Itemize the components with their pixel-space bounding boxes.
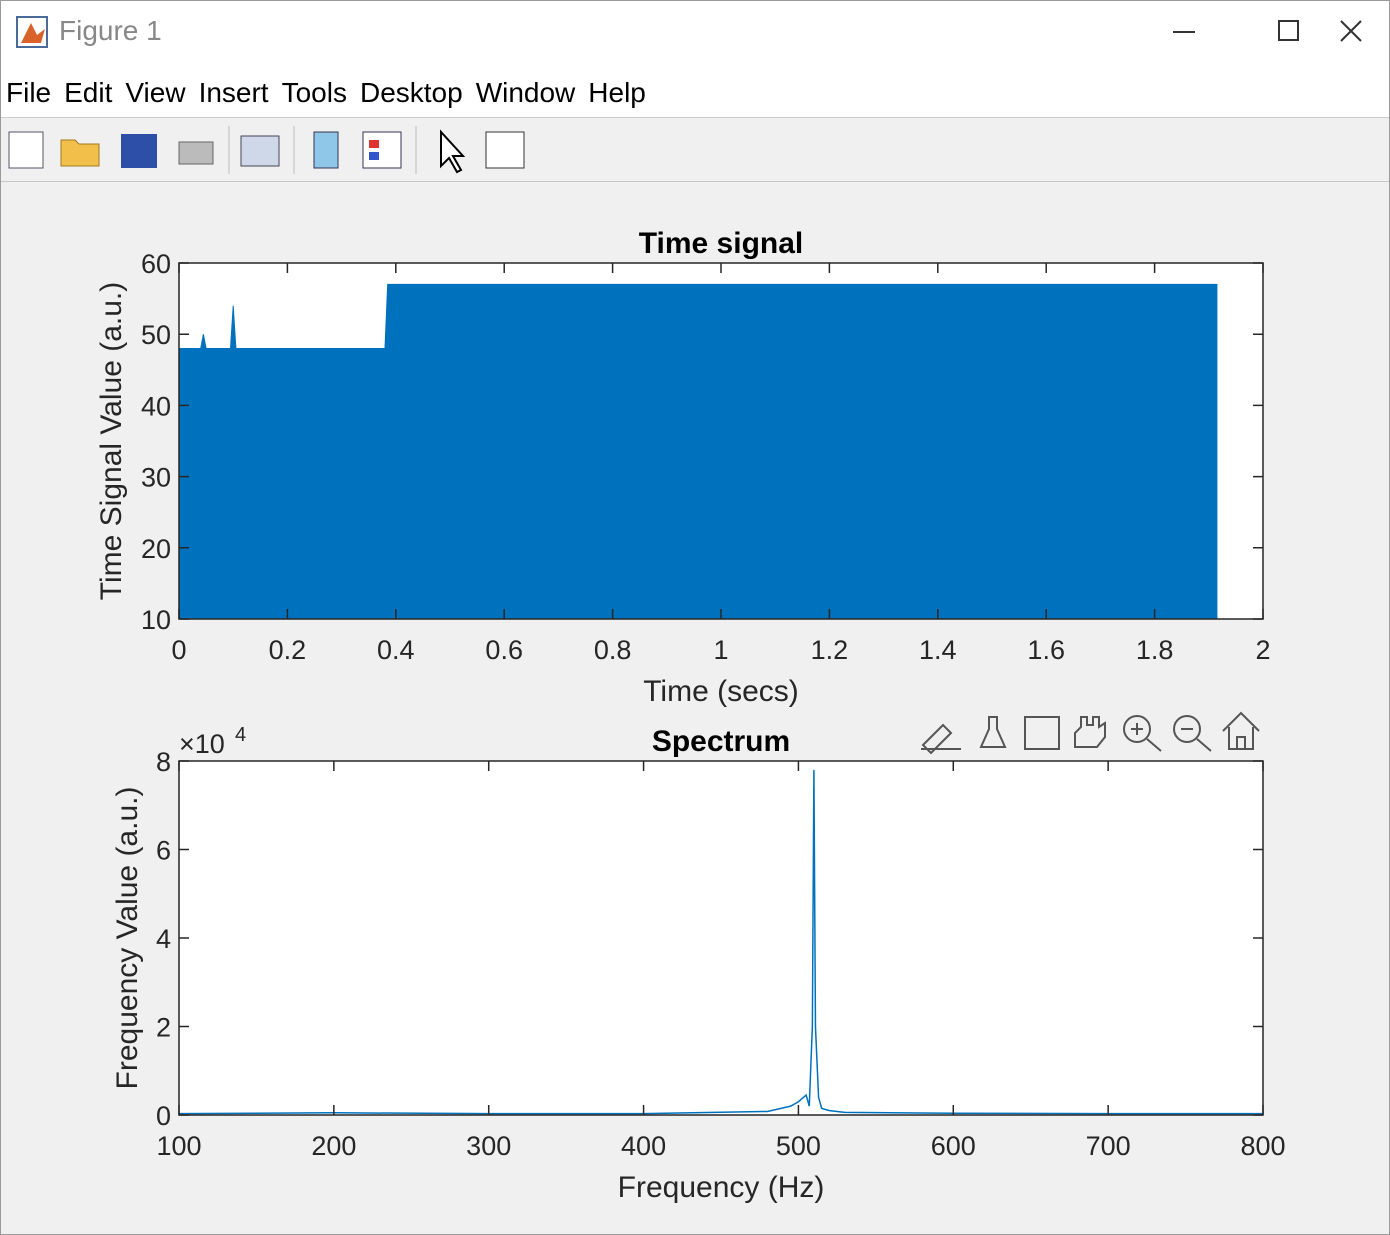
colorbar-button[interactable] — [313, 131, 339, 169]
zoom-out-button[interactable] — [1173, 715, 1201, 743]
x-axis-label: Time (secs) — [643, 675, 799, 708]
toolbar — [1, 118, 1389, 182]
title-bar: Figure 1 — [1, 1, 1389, 63]
y-tick-label: 50 — [141, 320, 171, 350]
pan-button[interactable] — [1074, 716, 1106, 748]
x-tick-label: 0.2 — [269, 635, 307, 665]
x-tick-label: 0 — [171, 635, 186, 665]
y-tick-label: 6 — [156, 836, 171, 866]
x-tick-label: 100 — [156, 1131, 201, 1161]
window-title: Figure 1 — [59, 15, 162, 46]
legend-button[interactable] — [362, 131, 402, 169]
menu-item[interactable]: View — [125, 77, 186, 108]
menu-bar: File Edit View Insert Tools Desktop Window Help — [1, 63, 1389, 118]
x-tick-label: 600 — [931, 1131, 976, 1161]
property-editor-button[interactable] — [485, 131, 525, 169]
x-tick-label: 0.8 — [594, 635, 632, 665]
y-tick-label: 2 — [156, 1013, 171, 1043]
x-tick-label: 1.6 — [1027, 635, 1065, 665]
axes-title: Time signal — [639, 227, 804, 260]
x-tick-label: 1.2 — [811, 635, 849, 665]
plot-area — [179, 761, 1263, 1115]
menu-item[interactable]: Help — [588, 77, 646, 108]
x-tick-label: 500 — [776, 1131, 821, 1161]
menu-item[interactable]: Window — [475, 77, 576, 108]
edit-plot-button[interactable] — [440, 129, 466, 174]
x-tick-label: 1.8 — [1136, 635, 1174, 665]
datatip-button[interactable] — [1024, 716, 1060, 750]
x-tick-label: 2 — [1255, 635, 1270, 665]
zoom-in-button[interactable] — [1123, 715, 1151, 743]
export-button[interactable] — [921, 723, 961, 755]
menu-item[interactable]: Tools — [281, 77, 347, 108]
y-tick-label: 20 — [141, 534, 171, 564]
y-tick-label: 40 — [141, 391, 171, 421]
x-tick-label: 0.6 — [485, 635, 523, 665]
x-tick-label: 700 — [1086, 1131, 1131, 1161]
maximize[interactable] — [1278, 20, 1299, 41]
new-button[interactable] — [8, 131, 44, 169]
y-exponent-power: 4 — [235, 724, 246, 746]
y-axis-label: Time Signal Value (a.u.) — [95, 282, 128, 600]
axes-title: Spectrum — [652, 725, 790, 758]
menu-item[interactable]: Insert — [198, 77, 269, 108]
y-tick-label: 60 — [141, 249, 171, 279]
menu-item[interactable]: File — [6, 77, 52, 108]
brush-button[interactable] — [979, 716, 1007, 748]
y-tick-label: 8 — [156, 747, 171, 777]
save-button[interactable] — [121, 134, 157, 168]
x-tick-label: 200 — [311, 1131, 356, 1161]
close[interactable] — [1340, 20, 1362, 42]
link-button[interactable] — [240, 135, 280, 167]
y-tick-label: 4 — [156, 924, 171, 954]
y-tick-label: 0 — [156, 1101, 171, 1131]
x-axis-label: Frequency (Hz) — [618, 1171, 825, 1204]
print-button[interactable] — [178, 141, 214, 165]
x-tick-label: 1 — [713, 635, 728, 665]
window-controls — [1173, 20, 1362, 42]
app-icon — [16, 16, 48, 48]
x-tick-label: 0.4 — [377, 635, 415, 665]
y-exponent: ×10 — [179, 729, 225, 759]
figure: 0 0.2 0.4 0.6 0.8 1 1.2 1.4 1.6 1.8 2102030405060T… — [95, 227, 1286, 1204]
menu-item[interactable]: Desktop — [359, 77, 463, 108]
y-axis-label: Frequency Value (a.u.) — [111, 787, 144, 1090]
y-tick-label: 10 — [141, 605, 171, 635]
open-button[interactable] — [60, 139, 100, 167]
axes-toolbar — [921, 711, 1260, 755]
signal-area — [178, 283, 1218, 620]
home-button[interactable] — [1222, 711, 1260, 750]
x-tick-label: 400 — [621, 1131, 666, 1161]
toolbar-icons — [8, 126, 525, 174]
menu-item[interactable]: Edit — [64, 77, 113, 108]
x-tick-label: 1.4 — [919, 635, 957, 665]
y-tick-label: 30 — [141, 463, 171, 493]
x-tick-label: 300 — [466, 1131, 511, 1161]
x-tick-label: 800 — [1240, 1131, 1285, 1161]
